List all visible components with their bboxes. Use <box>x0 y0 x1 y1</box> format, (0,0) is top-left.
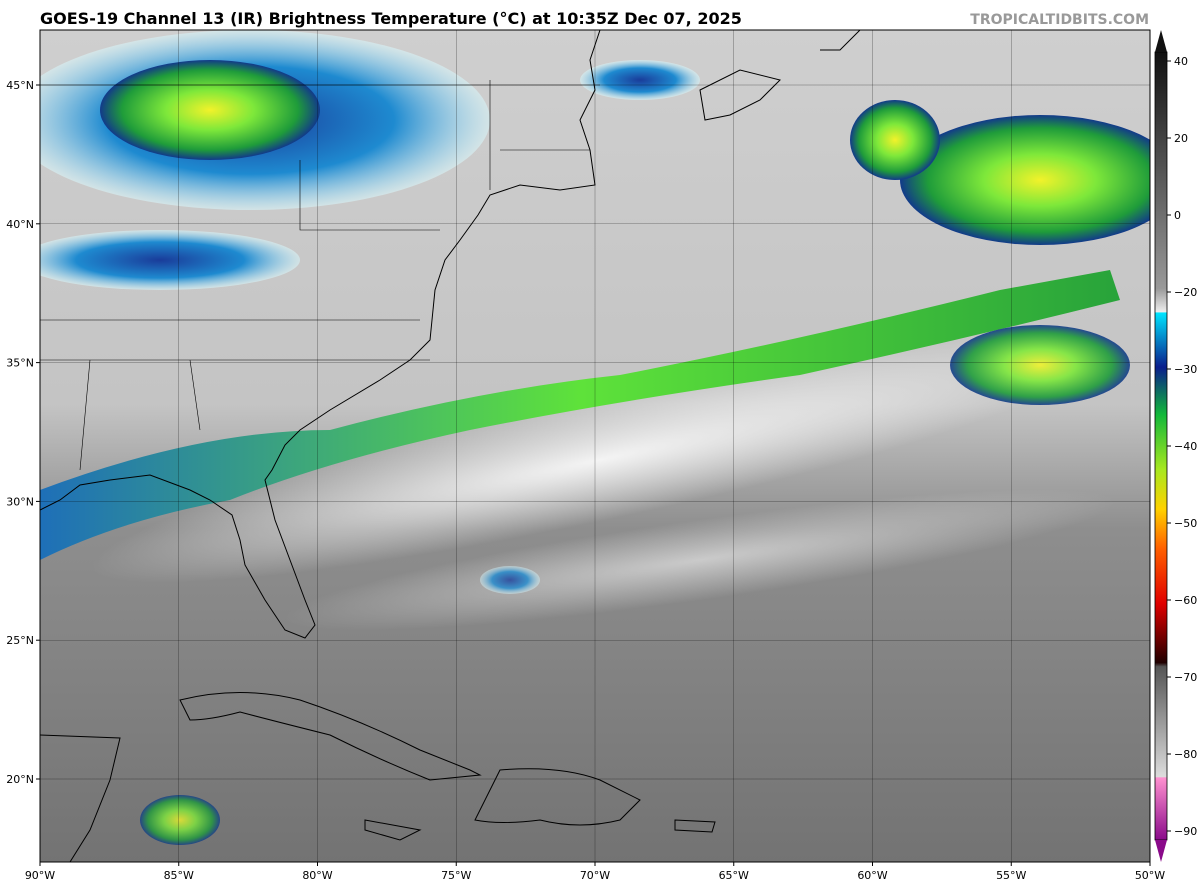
colorbar-extend-bottom <box>1155 840 1167 862</box>
lon-label: 85°W <box>164 869 194 882</box>
lon-label: 60°W <box>857 869 887 882</box>
colorbar-tick-label: 40 <box>1174 55 1188 68</box>
credit: TROPICALTIDBITS.COM <box>970 12 1149 28</box>
title: GOES-19 Channel 13 (IR) Brightness Tempe… <box>40 9 742 28</box>
lon-label: 50°W <box>1135 869 1165 882</box>
lon-label: 75°W <box>441 869 471 882</box>
colorbar <box>1154 51 1168 841</box>
colorbar-tick-label: −40 <box>1174 440 1197 453</box>
lat-label: 40°N <box>6 218 34 231</box>
colorbar-tick-label: −60 <box>1174 594 1197 607</box>
lat-label: 45°N <box>6 79 34 92</box>
lon-label: 70°W <box>580 869 610 882</box>
colorbar-tick-label: 20 <box>1174 132 1188 145</box>
lat-label: 30°N <box>6 495 34 508</box>
colorbar-extend-top <box>1155 30 1167 52</box>
colorbar-tick-label: −70 <box>1174 671 1197 684</box>
axis-labels: 45°N 40°N 35°N 30°N 25°N 20°N 90°W 85°W 80°W 75°W… <box>6 79 1165 882</box>
colorbar-tick-label: −20 <box>1174 286 1197 299</box>
colorbar-tick-label: 0 <box>1174 209 1181 222</box>
colorbar-tick-label: −80 <box>1174 748 1197 761</box>
lat-label: 25°N <box>6 634 34 647</box>
lon-label: 65°W <box>719 869 749 882</box>
lon-label: 55°W <box>996 869 1026 882</box>
graticule <box>39 30 1151 862</box>
lat-label: 20°N <box>6 773 34 786</box>
lon-label: 90°W <box>25 869 55 882</box>
colorbar-tick-label: −90 <box>1174 825 1197 838</box>
colorbar-tick-label: −30 <box>1174 363 1197 376</box>
lat-label: 35°N <box>6 357 34 370</box>
colorbar-tick-label: −50 <box>1174 517 1197 530</box>
lon-label: 80°W <box>302 869 332 882</box>
colorbar-ticks: 40 20 0 −20 −30 −40 −50 −60 −70 −80 −90 <box>1167 55 1197 838</box>
